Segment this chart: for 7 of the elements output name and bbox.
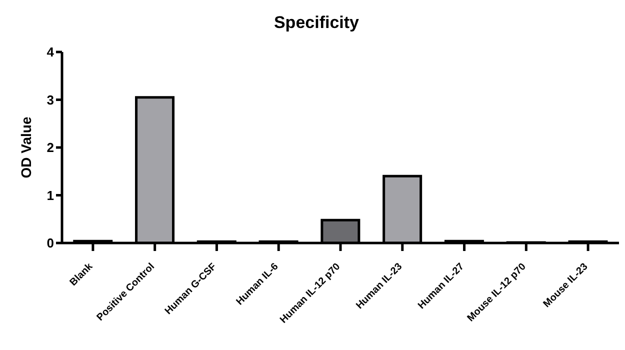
y-tick-label: 4 [46,44,55,60]
y-tick-label: 2 [46,140,54,156]
y-axis-title: OD Value [18,116,34,178]
y-tick-label: 1 [46,188,54,203]
y-tick-label: 3 [46,92,54,108]
chart-title: Specificity [272,12,360,34]
y-tick-label: 0 [46,236,54,251]
